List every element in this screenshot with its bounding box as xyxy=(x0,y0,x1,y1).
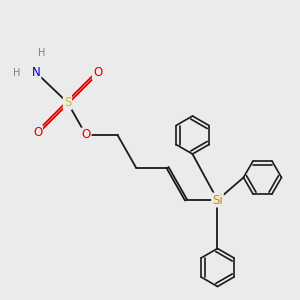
Text: O: O xyxy=(81,128,91,142)
Text: H: H xyxy=(38,49,46,58)
Text: Si: Si xyxy=(212,194,223,206)
Text: O: O xyxy=(33,126,42,139)
Text: H: H xyxy=(13,68,21,77)
Text: S: S xyxy=(64,96,71,109)
Text: N: N xyxy=(32,66,40,79)
Text: O: O xyxy=(93,66,102,79)
